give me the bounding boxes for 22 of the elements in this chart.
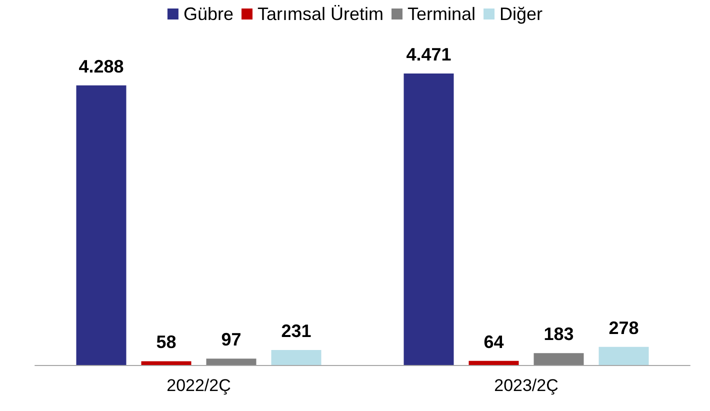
data-label: 4.471 <box>406 44 452 64</box>
data-label: 58 <box>156 332 176 352</box>
bar <box>598 346 649 365</box>
data-label: 183 <box>544 324 574 344</box>
bar <box>468 360 519 365</box>
bar <box>534 353 584 365</box>
data-label: 97 <box>221 330 242 350</box>
data-label: 64 <box>484 332 504 352</box>
data-label: 278 <box>608 318 639 338</box>
bar <box>404 73 454 365</box>
data-label: 231 <box>281 320 312 341</box>
x-tick-label: 2023/2Ç <box>494 376 558 395</box>
bar <box>141 361 192 365</box>
bar <box>271 350 322 365</box>
bar <box>76 85 126 365</box>
legend-label: Gübre <box>183 4 234 24</box>
legend-label: Diğer <box>500 4 543 24</box>
legend-label: Tarımsal Üretim <box>257 4 384 24</box>
legend-label: Terminal <box>408 4 476 24</box>
data-label: 4.288 <box>78 56 124 76</box>
x-tick-label: 2022/2Ç <box>166 376 231 395</box>
bar <box>206 358 256 365</box>
